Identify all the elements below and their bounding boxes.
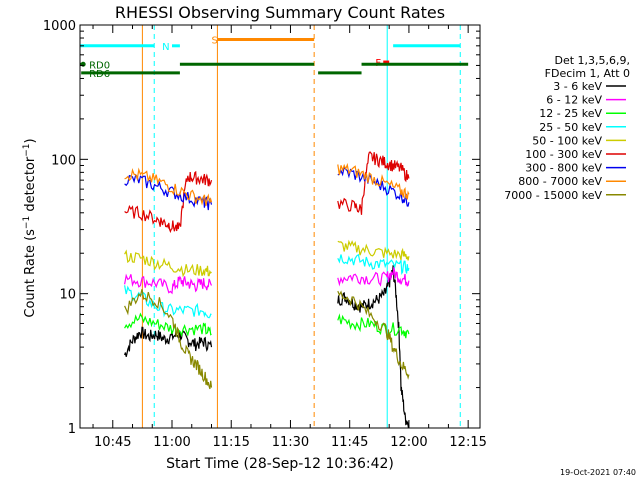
series-1-segment-0	[124, 273, 213, 295]
series-5-segment-0	[124, 170, 213, 234]
flag-lines: NSFRD0RD6	[80, 35, 469, 80]
rd0-dot	[80, 61, 86, 67]
series-0-segment-0	[124, 326, 213, 357]
legend: Det 1,3,5,6,9,FDecim 1, Att 03 - 6 keV6 …	[504, 54, 630, 202]
series-3-segment-1	[337, 253, 410, 276]
legend-label-5: 100 - 300 keV	[525, 148, 602, 161]
chart-title: RHESSI Observing Summary Count Rates	[115, 3, 445, 22]
y-tick-label-1000: 1000	[43, 19, 76, 34]
series-0-segment-1	[337, 265, 410, 429]
vertical-markers	[79, 25, 461, 428]
y-tick-label-100: 100	[51, 153, 76, 168]
x-tick-label-1200: 12:00	[390, 435, 427, 450]
series-8-segment-1	[337, 290, 410, 380]
legend-header-1: FDecim 1, Att 0	[545, 67, 630, 80]
x-tick-label-1145: 11:45	[331, 435, 368, 450]
legend-label-1: 6 - 12 keV	[546, 94, 602, 107]
x-axis-label: Start Time (28-Sep-12 10:36:42)	[166, 456, 394, 472]
series-4-segment-1	[337, 239, 410, 261]
y-axis-label-detector: detector	[23, 156, 38, 216]
legend-label-6: 300 - 800 keV	[525, 162, 602, 175]
legend-header-0: Det 1,3,5,6,9,	[554, 54, 630, 67]
legend-label-4: 50 - 100 keV	[532, 134, 602, 147]
flag-label-rd0: RD0	[89, 60, 110, 71]
y-axis-label: Count Rate (s−1 detector−1)	[22, 138, 38, 317]
x-tick-label-1130: 11:30	[272, 435, 309, 450]
y-tick-label-1: 1	[68, 422, 76, 437]
series-2-segment-0	[124, 312, 212, 338]
x-tick-label-1100: 11:00	[153, 435, 190, 450]
flag-label-n: N	[162, 42, 169, 53]
series-4-segment-0	[124, 249, 212, 278]
timestamp: 19-Oct-2021 07:40	[560, 468, 636, 477]
y-axis-exponent-1: −1	[22, 216, 32, 229]
flag-label-s: S	[211, 35, 217, 46]
series-8-segment-0	[124, 288, 213, 390]
legend-label-7: 800 - 7000 keV	[518, 175, 602, 188]
legend-label-3: 25 - 50 keV	[539, 121, 602, 134]
legend-label-0: 3 - 6 keV	[553, 80, 602, 93]
x-tick-label-1215: 12:15	[449, 435, 486, 450]
series-7-segment-1	[337, 162, 410, 200]
legend-label-8: 7000 - 15000 keV	[504, 189, 602, 202]
series-7-segment-0	[124, 167, 213, 206]
series-2-segment-1	[337, 313, 410, 339]
flag-label-rd6: RD6	[89, 69, 110, 80]
y-axis-exponent-2: −1	[22, 143, 32, 156]
series-1-segment-1	[337, 267, 410, 287]
series-layer	[124, 151, 410, 429]
plot-frame	[79, 24, 481, 429]
x-tick-label-1115: 11:15	[212, 435, 249, 450]
y-tick-label-10: 10	[59, 288, 76, 303]
x-tick-label-1045: 10:45	[94, 435, 131, 450]
y-axis-label-close: )	[23, 138, 38, 143]
axes: 1 10 100 1000 10:45 11:00 11:15 11:30 11:45 12:00…	[43, 19, 487, 450]
legend-label-2: 12 - 25 keV	[539, 107, 602, 120]
series-5-segment-1	[337, 151, 410, 215]
